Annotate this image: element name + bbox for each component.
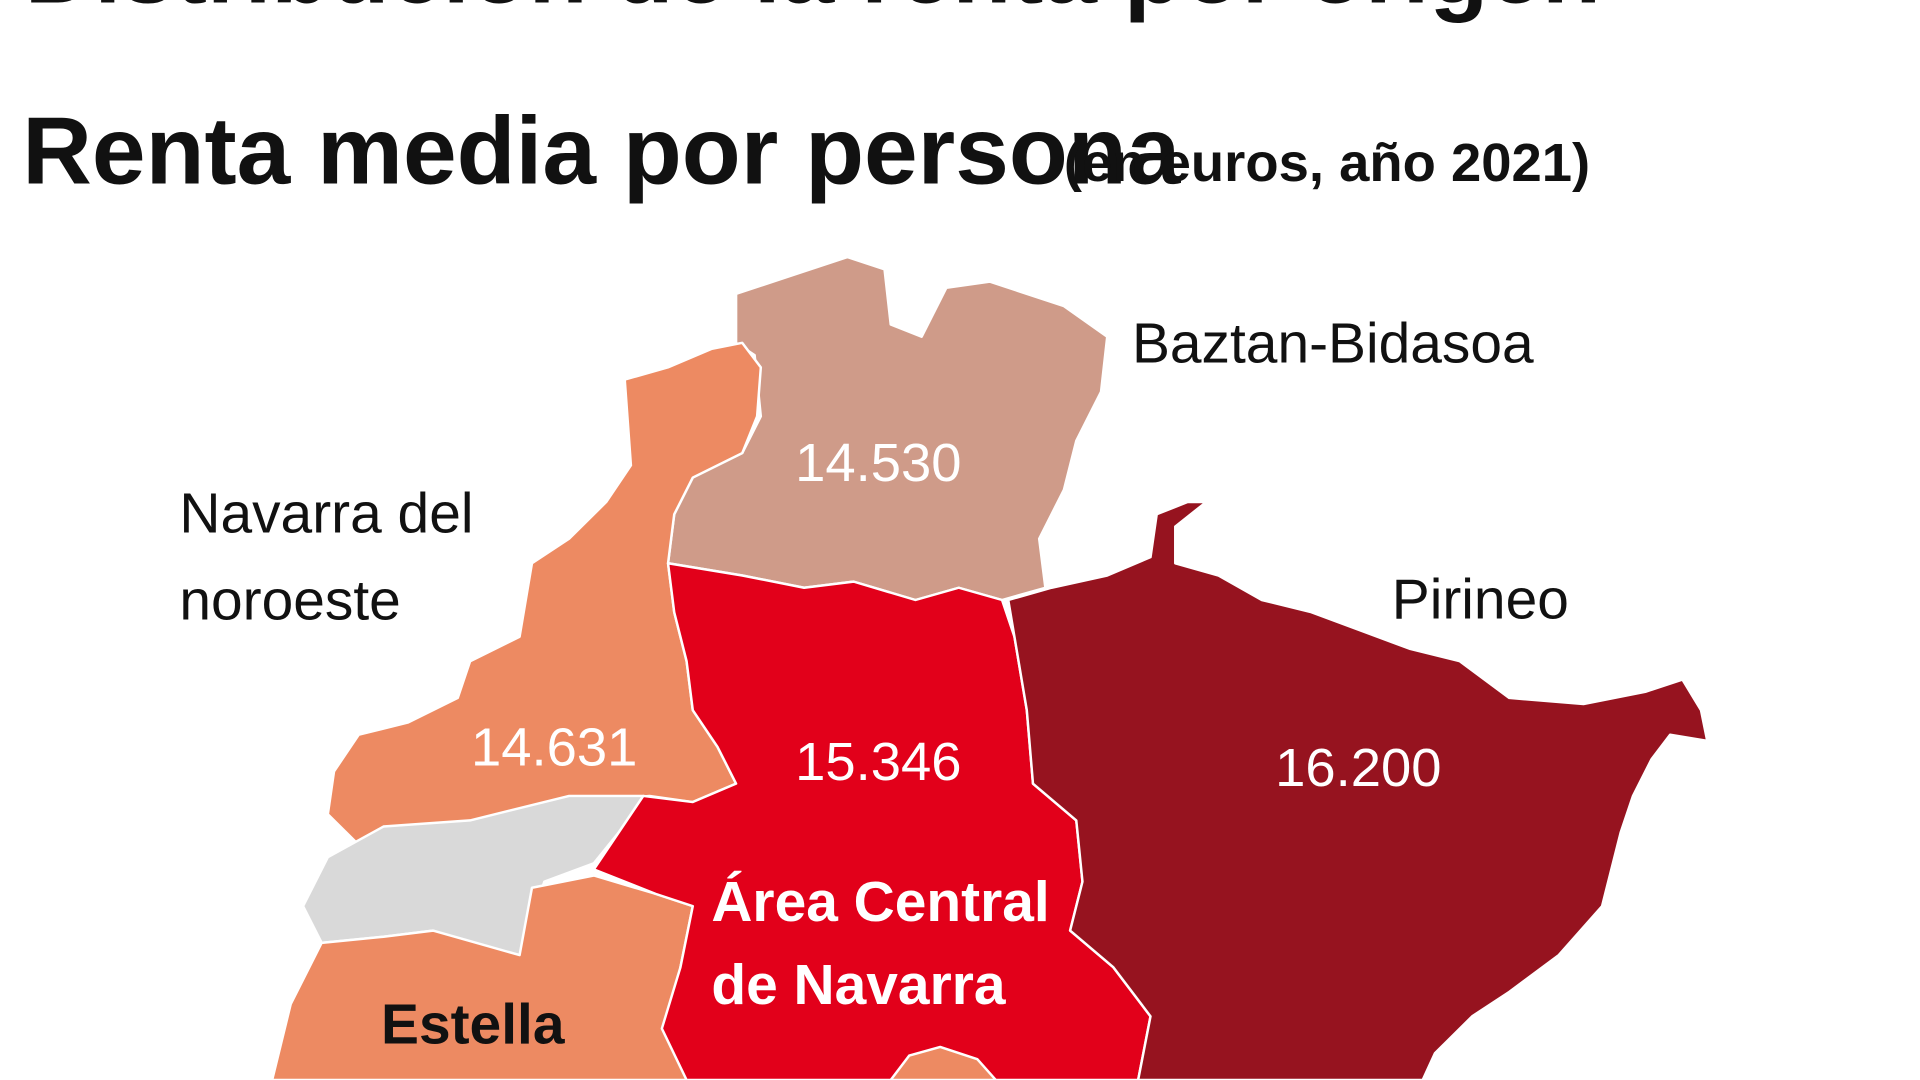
title: Distribución de la renta por origen (25, 0, 1601, 23)
region-value: 16.200 (1275, 738, 1441, 798)
region-name: Estella (381, 993, 565, 1056)
unit: (en euros, año 2021) (1064, 133, 1590, 193)
region-name: Baztan-Bidasoa (1132, 312, 1534, 375)
region-name: Pirineo (1392, 568, 1569, 631)
region-value: 14.631 (471, 718, 637, 778)
region-name: noroeste (179, 569, 400, 632)
region-value: 15.346 (795, 732, 961, 792)
region-area-central (592, 562, 1152, 1080)
region-name: Navarra del (179, 482, 473, 545)
region-pirineo (1007, 500, 1709, 1080)
subtitle: Renta media por persona (22, 98, 1181, 204)
region-south-fragment (889, 1045, 998, 1080)
region-name: de Navarra (711, 953, 1006, 1016)
region-name: Área Central (711, 870, 1049, 933)
region-value: 14.530 (795, 433, 961, 493)
